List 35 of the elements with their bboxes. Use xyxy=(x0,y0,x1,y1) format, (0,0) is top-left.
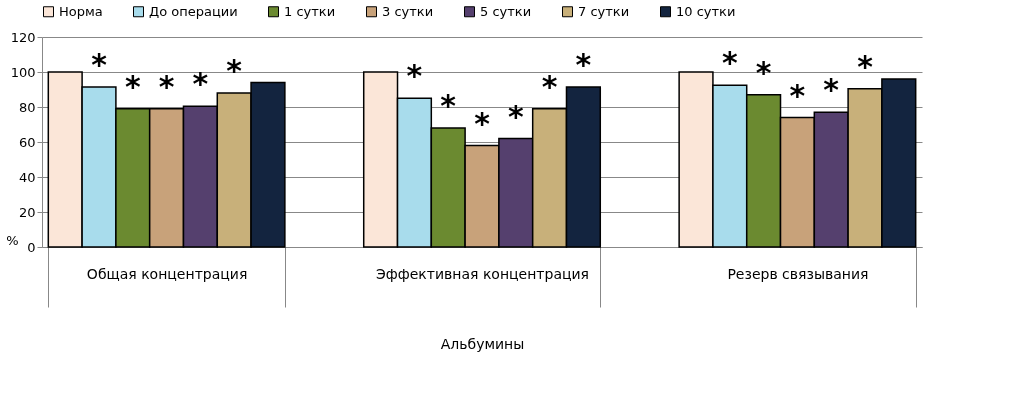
legend-label: До операции xyxy=(149,3,238,19)
data-label: * xyxy=(575,46,592,82)
data-label: * xyxy=(541,68,558,104)
data-label: * xyxy=(226,53,243,88)
data-label: * xyxy=(474,105,491,141)
y-tick-label: 20 xyxy=(18,204,36,220)
legend-label: 7 сутки xyxy=(578,3,630,19)
y-tick-label: 120 xyxy=(10,29,36,45)
data-label: * xyxy=(755,54,772,90)
x-axis-title: Альбумины xyxy=(440,336,525,352)
legend-label: 3 сутки xyxy=(382,3,434,19)
x-tick-label: Резерв связывания xyxy=(727,265,869,282)
y-tick-label: 60 xyxy=(18,134,36,150)
y-axis-title: % xyxy=(6,232,19,248)
y-tick-label: 0 xyxy=(27,239,36,255)
data-label: * xyxy=(192,66,209,102)
y-tick-label: 100 xyxy=(10,64,36,80)
y-tick-label: 80 xyxy=(18,99,36,115)
data-label: * xyxy=(91,46,108,82)
data-label: * xyxy=(721,45,738,81)
x-tick-label: Эффективная концентрация xyxy=(375,265,590,282)
y-tick-label: 40 xyxy=(18,169,36,185)
data-label: * xyxy=(857,48,874,84)
data-label: * xyxy=(823,72,840,108)
legend-label: Норма xyxy=(59,3,103,19)
data-label: * xyxy=(440,88,457,123)
data-label: * xyxy=(507,98,524,134)
legend-label: 5 сутки xyxy=(480,3,532,19)
data-label: * xyxy=(406,58,423,94)
data-label: * xyxy=(158,68,175,104)
legend-label: 10 сутки xyxy=(676,3,736,19)
data-label: * xyxy=(124,68,141,104)
legend-label: 1 сутки xyxy=(284,3,336,19)
data-label: * xyxy=(789,77,806,113)
x-tick-label: Общая концентрация xyxy=(86,265,248,282)
